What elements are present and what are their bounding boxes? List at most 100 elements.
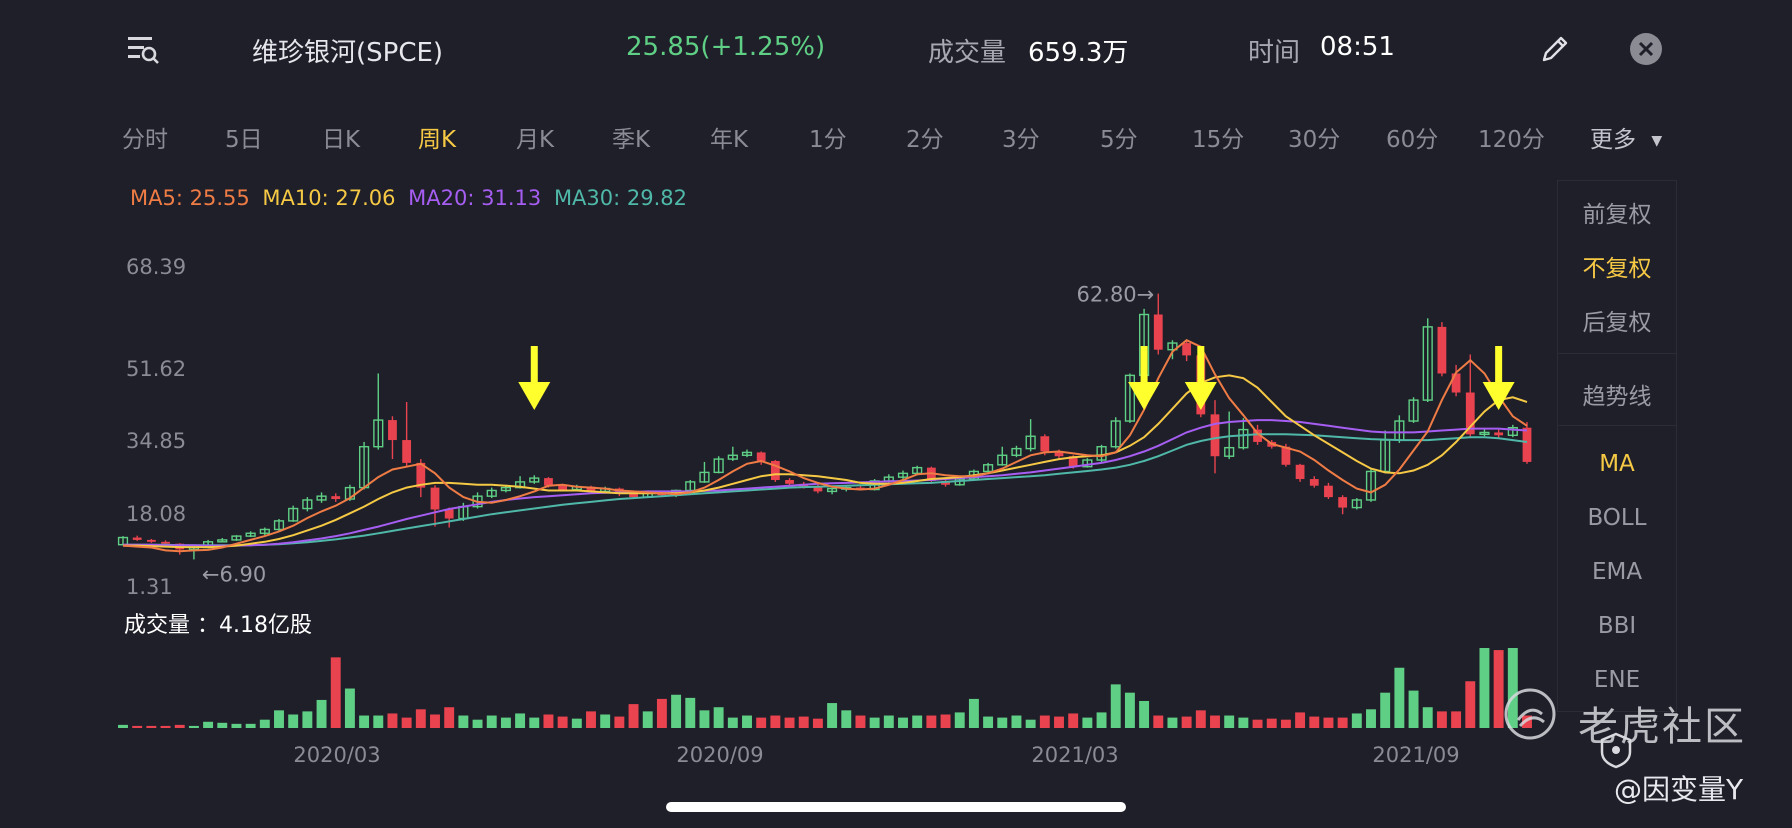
indicator-ene[interactable]: ENE: [1593, 667, 1641, 693]
adjust-forward[interactable]: 前复权: [1582, 202, 1652, 228]
arrow-shaft: [1140, 346, 1148, 390]
tab-120min[interactable]: 120分: [1478, 127, 1545, 153]
volume-bar: [188, 725, 199, 728]
x-tick-label: 2021/03: [1031, 743, 1118, 767]
candle-body-down: [388, 420, 397, 441]
watermark-brand: 老虎社区: [1578, 704, 1746, 750]
trendline-button[interactable]: 趋势线: [1582, 384, 1652, 410]
tab-15min[interactable]: 15分: [1192, 127, 1245, 153]
volume-bar: [274, 710, 284, 728]
down-arrow-icon: [1128, 346, 1161, 410]
volume-bar: [259, 719, 270, 728]
volume-bar: [472, 719, 483, 728]
indicator-ema[interactable]: EMA: [1591, 559, 1643, 585]
volume-bar: [1507, 648, 1518, 728]
indicator-boll[interactable]: BOLL: [1587, 505, 1647, 531]
volume-bar: [1295, 712, 1306, 728]
candle-body-up: [1110, 420, 1121, 448]
divider: [1558, 425, 1676, 426]
down-arrow-icon: [1184, 346, 1217, 410]
candle-body-down: [132, 537, 142, 540]
tab-5day[interactable]: 5日: [225, 127, 263, 153]
candle-body-down: [1182, 343, 1192, 356]
volume-bar: [118, 724, 128, 728]
adjust-none[interactable]: 不复权: [1582, 256, 1652, 282]
arrow-shaft: [1197, 346, 1205, 390]
volume-bar: [1465, 681, 1476, 728]
volume-bar: [217, 722, 228, 728]
ma5-line: [122, 339, 1528, 553]
tab-week-k[interactable]: 周K: [418, 127, 457, 153]
home-indicator[interactable]: [666, 802, 1126, 812]
tab-quarter-k[interactable]: 季K: [612, 127, 651, 153]
volume-bar: [628, 704, 639, 728]
adjust-backward[interactable]: 后复权: [1582, 310, 1652, 336]
volume-bar: [756, 717, 767, 728]
volume-bar: [1394, 667, 1405, 728]
volume-bar: [940, 714, 951, 728]
candle-body-up: [529, 477, 540, 483]
volume-bar: [1054, 716, 1064, 728]
pencil-icon[interactable]: [1538, 32, 1572, 66]
candle-body-down: [756, 452, 766, 461]
candle-body-up: [1124, 374, 1136, 422]
candle-body-down: [430, 487, 440, 510]
ma20-legend: MA20: 31.13: [408, 186, 542, 210]
volume-bar: [1522, 715, 1532, 728]
volume-bar: [160, 725, 171, 728]
tab-fenshi[interactable]: 分时: [122, 127, 168, 153]
candle-body-up: [245, 532, 256, 537]
tab-year-k[interactable]: 年K: [710, 127, 749, 153]
volume-bar: [1011, 715, 1022, 728]
tab-3min[interactable]: 3分: [1002, 127, 1040, 153]
volume-bar: [571, 718, 582, 728]
close-button[interactable]: [1630, 33, 1662, 65]
candle-body-up: [826, 487, 838, 493]
candle-body-up: [1365, 470, 1377, 501]
volume-bar: [798, 716, 809, 728]
tab-60min[interactable]: 60分: [1386, 127, 1439, 153]
candle-body-down: [1068, 456, 1078, 467]
candle-body-down: [629, 493, 638, 498]
indicator-ma[interactable]: MA: [1599, 451, 1635, 477]
candle-body-up: [982, 464, 994, 473]
candle-body-up: [288, 507, 299, 522]
tab-1min[interactable]: 1分: [809, 127, 847, 153]
candle-body-down: [1210, 414, 1220, 457]
volume-label: 成交量: [928, 38, 1007, 68]
ma-legend: MA5: 25.55 MA10: 27.06 MA20: 31.13 MA30:…: [130, 186, 693, 210]
side-panel: 前复权 不复权 后复权 趋势线 MA BOLL EMA BBI ENE: [1557, 180, 1677, 712]
tab-day-k[interactable]: 日K: [322, 127, 361, 153]
candle-body-down: [1253, 429, 1262, 442]
candle-body-down: [161, 541, 170, 544]
volume-bar: [855, 715, 866, 728]
candle-body-up: [1422, 326, 1433, 401]
y-axis-labels: 68.39 51.62 34.85 18.08 1.31: [126, 255, 186, 599]
tab-5min[interactable]: 5分: [1100, 127, 1138, 153]
tab-2min[interactable]: 2分: [906, 127, 944, 153]
candle-body-up: [217, 539, 228, 543]
volume-bar: [1323, 717, 1334, 728]
volume-bar: [983, 716, 994, 728]
stock-title[interactable]: 维珍银河(SPCE): [252, 38, 444, 68]
volume-bar: [1039, 715, 1050, 728]
volume-bar: [132, 725, 143, 728]
volume-bar: [600, 714, 611, 728]
volume-bar: [1167, 717, 1178, 728]
volume-bar: [500, 717, 511, 728]
candle-body-down: [1324, 485, 1333, 498]
list-search-icon[interactable]: [124, 32, 164, 68]
indicator-bbi[interactable]: BBI: [1597, 613, 1637, 639]
candle-body-up: [1479, 431, 1490, 436]
tab-month-k[interactable]: 月K: [516, 127, 555, 153]
tab-more[interactable]: 更多 ▼: [1590, 120, 1662, 154]
tab-30min[interactable]: 30分: [1288, 127, 1341, 153]
volume-bar: [898, 717, 908, 728]
volume-bar: [1181, 716, 1192, 728]
volume-value: 659.3万: [1028, 38, 1129, 68]
volume-bar: [968, 698, 979, 728]
candle-body-up: [741, 451, 753, 456]
candle-body-down: [1295, 464, 1305, 480]
volume-bar: [1068, 713, 1079, 728]
